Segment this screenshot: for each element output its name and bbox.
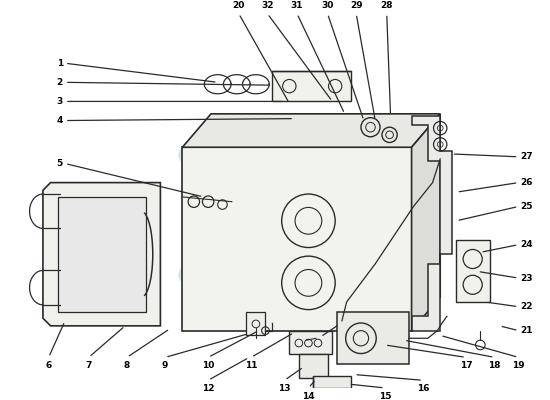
Text: 23: 23	[520, 274, 533, 282]
Text: 7: 7	[86, 361, 92, 370]
Polygon shape	[183, 147, 411, 331]
Text: 5: 5	[57, 159, 63, 168]
Polygon shape	[299, 354, 327, 378]
Text: 3: 3	[57, 97, 63, 106]
Polygon shape	[43, 182, 161, 326]
Text: 6: 6	[46, 361, 52, 370]
Text: 24: 24	[520, 240, 533, 249]
Text: 16: 16	[417, 384, 429, 393]
Polygon shape	[246, 312, 266, 335]
Text: eurospa    es: eurospa es	[177, 258, 373, 289]
Text: 25: 25	[520, 202, 533, 211]
Polygon shape	[411, 116, 452, 331]
Text: 17: 17	[460, 361, 472, 370]
Text: 22: 22	[520, 302, 533, 311]
Text: 2: 2	[57, 78, 63, 87]
Text: 12: 12	[202, 384, 214, 393]
Text: 31: 31	[291, 1, 303, 10]
Text: 30: 30	[321, 1, 334, 10]
Text: 9: 9	[162, 361, 168, 370]
Text: 20: 20	[233, 1, 245, 10]
Polygon shape	[289, 331, 332, 354]
Text: 10: 10	[202, 361, 214, 370]
Text: 21: 21	[520, 326, 533, 335]
Text: 18: 18	[488, 361, 501, 370]
Text: 13: 13	[278, 384, 291, 393]
Polygon shape	[456, 240, 490, 302]
Polygon shape	[411, 114, 440, 331]
Text: 26: 26	[520, 178, 533, 187]
Text: 32: 32	[261, 1, 273, 10]
Text: 29: 29	[350, 1, 362, 10]
Polygon shape	[272, 71, 351, 102]
Text: 15: 15	[378, 392, 391, 400]
Polygon shape	[58, 197, 146, 312]
Text: 19: 19	[512, 361, 525, 370]
Text: 4: 4	[57, 116, 63, 125]
Polygon shape	[337, 312, 409, 364]
Text: 27: 27	[520, 152, 533, 161]
Text: 1: 1	[57, 59, 63, 68]
Text: 8: 8	[124, 361, 130, 370]
Text: eurospa    es: eurospa es	[177, 138, 373, 170]
Text: 11: 11	[245, 361, 257, 370]
Text: 14: 14	[302, 392, 315, 400]
Text: 28: 28	[381, 1, 393, 10]
Polygon shape	[183, 114, 440, 147]
Polygon shape	[313, 376, 351, 388]
